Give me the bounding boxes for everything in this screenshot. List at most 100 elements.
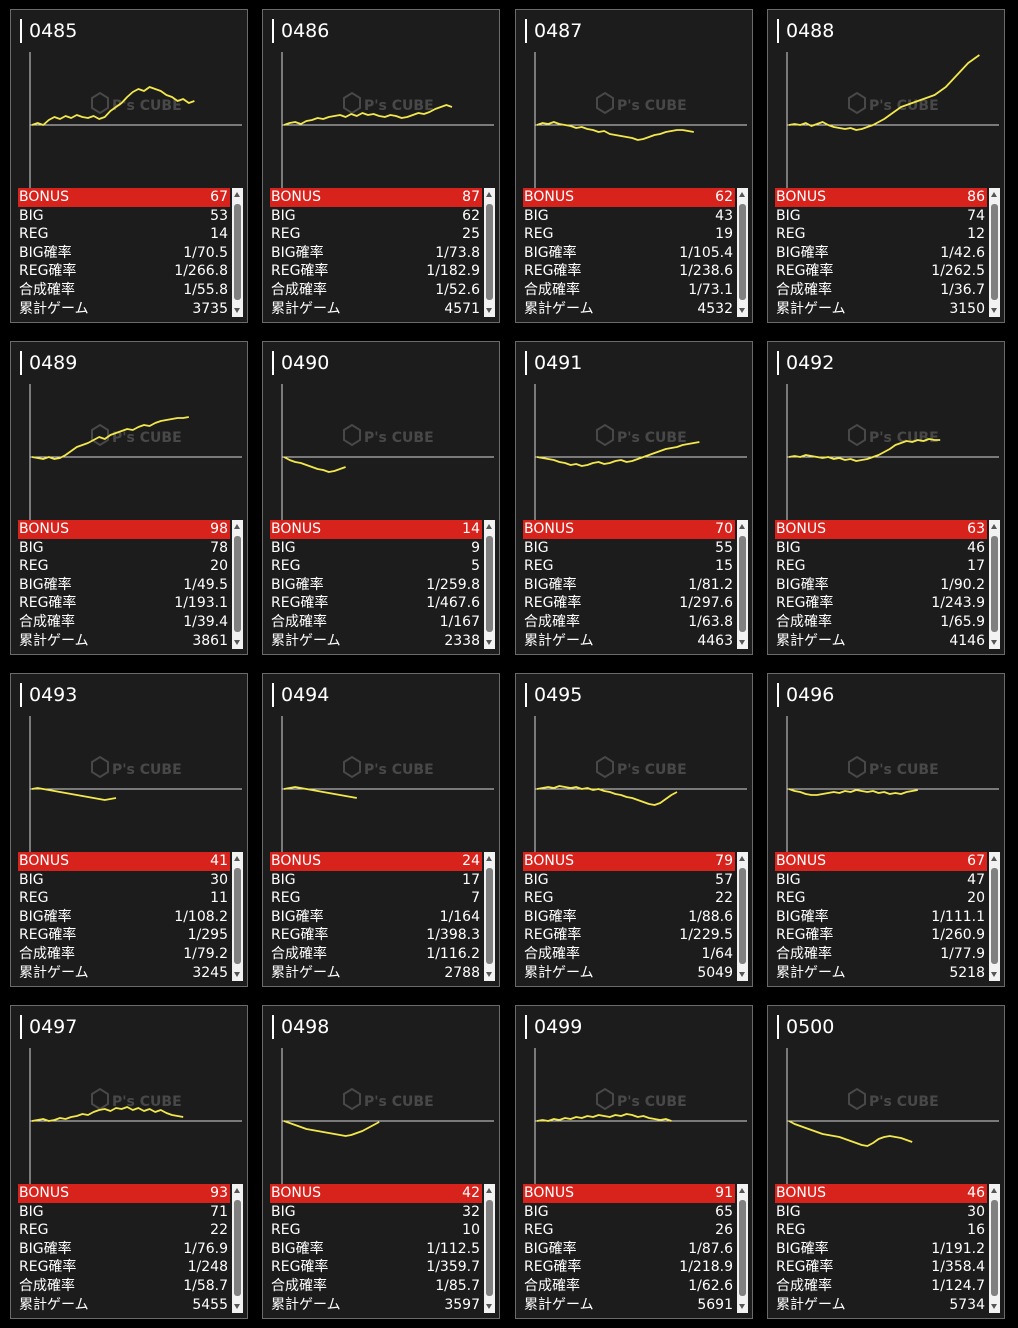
scroll-thumb[interactable] <box>739 536 746 632</box>
scroll-down-icon[interactable] <box>234 308 240 313</box>
scroll-up-icon[interactable] <box>486 524 492 529</box>
scroll-thumb[interactable] <box>234 536 241 632</box>
scroll-up-icon[interactable] <box>234 1188 240 1193</box>
scroll-thumb[interactable] <box>991 1200 998 1296</box>
scroll-thumb[interactable] <box>486 536 493 632</box>
scroll-down-icon[interactable] <box>486 972 492 977</box>
scroll-thumb[interactable] <box>234 868 241 964</box>
scroll-up-icon[interactable] <box>739 524 745 529</box>
machine-card[interactable]: 0496 P's CUBE BONUS 67 BIG 47 REG 20 BIG確率 1/111.… <box>767 673 1005 987</box>
stats-scrollbar[interactable] <box>989 520 1000 649</box>
stats-scrollbar[interactable] <box>737 1184 748 1313</box>
stats-scrollbar[interactable] <box>484 1184 495 1313</box>
scroll-down-icon[interactable] <box>739 640 745 645</box>
scroll-down-icon[interactable] <box>234 1304 240 1309</box>
scroll-up-icon[interactable] <box>991 192 997 197</box>
stats-scrollbar[interactable] <box>737 520 748 649</box>
machine-card[interactable]: 0489 P's CUBE BONUS 98 BIG 78 REG 20 BIG確率 1/49.5… <box>10 341 248 655</box>
machine-card[interactable]: 0488 P's CUBE BONUS 86 BIG 74 REG 12 BIG確率 1/42.6… <box>767 9 1005 323</box>
stats-scrollbar[interactable] <box>232 1184 243 1313</box>
stat-label: REG <box>19 558 49 575</box>
svg-text:P's CUBE: P's CUBE <box>617 430 687 446</box>
machine-card[interactable]: 0498 P's CUBE BONUS 42 BIG 32 REG 10 BIG確率 1/112.… <box>262 1005 500 1319</box>
stat-value: 3150 <box>949 300 985 317</box>
machine-card[interactable]: 0485 P's CUBE BONUS 67 BIG 53 REG 14 BIG確率 1/70.5… <box>10 9 248 323</box>
stats-scrollbar[interactable] <box>484 852 495 981</box>
scroll-thumb[interactable] <box>739 204 746 300</box>
scroll-thumb[interactable] <box>486 204 493 300</box>
stats-scrollbar[interactable] <box>737 188 748 317</box>
scroll-down-icon[interactable] <box>486 640 492 645</box>
stats-scrollbar[interactable] <box>989 188 1000 317</box>
scroll-thumb[interactable] <box>486 868 493 964</box>
scroll-down-icon[interactable] <box>991 640 997 645</box>
stats-scrollbar[interactable] <box>232 852 243 981</box>
stats-scrollbar[interactable] <box>989 1184 1000 1313</box>
scroll-thumb[interactable] <box>234 204 241 300</box>
scroll-up-icon[interactable] <box>486 192 492 197</box>
stats-scrollbar[interactable] <box>737 852 748 981</box>
stat-label: REG確率 <box>19 595 77 612</box>
scroll-up-icon[interactable] <box>234 192 240 197</box>
stat-value: 22 <box>715 890 733 907</box>
machine-card[interactable]: 0495 P's CUBE BONUS 79 BIG 57 REG 22 BIG確率 1/88.6… <box>515 673 753 987</box>
stats-scrollbar[interactable] <box>484 520 495 649</box>
scroll-thumb[interactable] <box>739 1200 746 1296</box>
machine-card[interactable]: 0497 P's CUBE BONUS 93 BIG 71 REG 22 BIG確率 1/76.9… <box>10 1005 248 1319</box>
scroll-down-icon[interactable] <box>991 308 997 313</box>
scroll-up-icon[interactable] <box>739 856 745 861</box>
scroll-up-icon[interactable] <box>486 1188 492 1193</box>
machine-card[interactable]: 0492 P's CUBE BONUS 63 BIG 46 REG 17 BIG確率 1/90.2… <box>767 341 1005 655</box>
scroll-up-icon[interactable] <box>991 1188 997 1193</box>
scroll-down-icon[interactable] <box>739 972 745 977</box>
machine-card[interactable]: 0490 P's CUBE BONUS 14 BIG 9 REG 5 BIG確率 1/259.8 R… <box>262 341 500 655</box>
stats-scrollbar[interactable] <box>232 188 243 317</box>
scroll-down-icon[interactable] <box>234 972 240 977</box>
scroll-down-icon[interactable] <box>234 640 240 645</box>
scroll-up-icon[interactable] <box>234 524 240 529</box>
stat-value: 1/467.6 <box>426 595 480 612</box>
scroll-thumb[interactable] <box>739 868 746 964</box>
scroll-thumb[interactable] <box>991 868 998 964</box>
stat-value: 1/62.6 <box>688 1277 733 1294</box>
machine-card[interactable]: 0486 P's CUBE BONUS 87 BIG 62 REG 25 BIG確率 1/73.8… <box>262 9 500 323</box>
stat-value: 1/52.6 <box>435 281 480 298</box>
scroll-up-icon[interactable] <box>739 192 745 197</box>
stats-scrollbar[interactable] <box>484 188 495 317</box>
scroll-up-icon[interactable] <box>486 856 492 861</box>
scroll-up-icon[interactable] <box>991 524 997 529</box>
stats-scrollbar[interactable] <box>232 520 243 649</box>
scroll-thumb[interactable] <box>486 1200 493 1296</box>
stats-scrollbar[interactable] <box>989 852 1000 981</box>
scroll-up-icon[interactable] <box>739 1188 745 1193</box>
scroll-down-icon[interactable] <box>991 1304 997 1309</box>
scroll-thumb[interactable] <box>234 1200 241 1296</box>
scroll-down-icon[interactable] <box>739 1304 745 1309</box>
machine-card[interactable]: 0500 P's CUBE BONUS 46 BIG 30 REG 16 BIG確率 1/191.… <box>767 1005 1005 1319</box>
stat-value: 15 <box>715 558 733 575</box>
scroll-down-icon[interactable] <box>739 308 745 313</box>
machine-card[interactable]: 0494 P's CUBE BONUS 24 BIG 17 REG 7 BIG確率 1/164 RE… <box>262 673 500 987</box>
stat-value: 1/55.8 <box>183 281 228 298</box>
stat-row: BIG 30 <box>18 871 230 890</box>
scroll-down-icon[interactable] <box>486 308 492 313</box>
machine-card[interactable]: 0487 P's CUBE BONUS 62 BIG 43 REG 19 BIG確率 1/105.… <box>515 9 753 323</box>
scroll-down-icon[interactable] <box>991 972 997 977</box>
machine-card[interactable]: 0491 P's CUBE BONUS 70 BIG 55 REG 15 BIG確率 1/81.2… <box>515 341 753 655</box>
stat-value: 1/85.7 <box>435 1277 480 1294</box>
scroll-thumb[interactable] <box>991 204 998 300</box>
stats-table: BONUS 67 BIG 53 REG 14 BIG確率 1/70.5 REG確率 1/266.8… <box>18 188 230 318</box>
stat-row: BIG 74 <box>775 207 987 226</box>
machine-number: 0491 <box>525 351 582 375</box>
scroll-down-icon[interactable] <box>486 1304 492 1309</box>
stat-value: 71 <box>210 1203 228 1220</box>
scroll-thumb[interactable] <box>991 536 998 632</box>
slump-line <box>536 441 700 467</box>
machine-card[interactable]: 0499 P's CUBE BONUS 91 BIG 65 REG 26 BIG確率 1/87.6… <box>515 1005 753 1319</box>
machine-card[interactable]: 0493 P's CUBE BONUS 41 BIG 30 REG 11 BIG確率 1/108.… <box>10 673 248 987</box>
stat-label: REG確率 <box>19 927 77 944</box>
stats-table: BONUS 62 BIG 43 REG 19 BIG確率 1/105.4 REG確率 1/238.… <box>523 188 735 318</box>
stat-label: BONUS <box>271 521 321 537</box>
scroll-up-icon[interactable] <box>991 856 997 861</box>
scroll-up-icon[interactable] <box>234 856 240 861</box>
